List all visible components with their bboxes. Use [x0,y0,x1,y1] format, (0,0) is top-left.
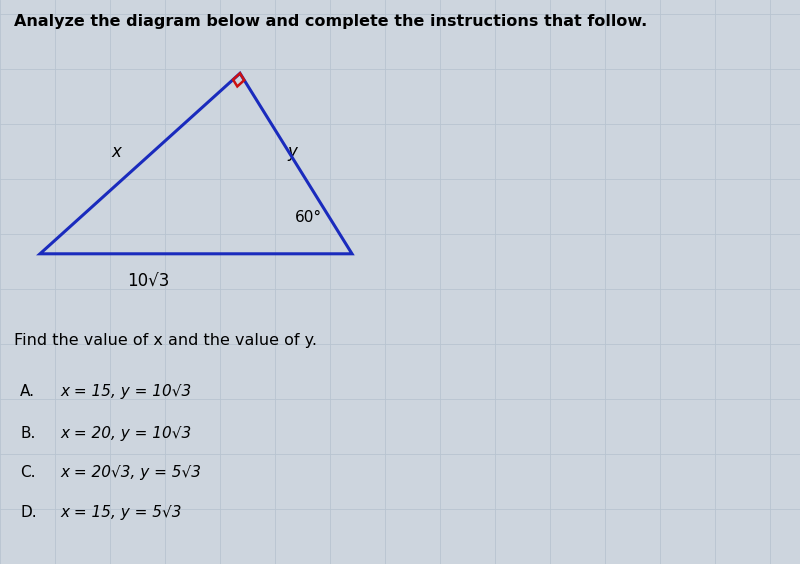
Text: A.: A. [20,384,35,399]
Text: x: x [111,143,121,161]
Text: 60°: 60° [294,210,322,224]
Text: C.: C. [20,465,35,481]
Text: x = 20, y = 10√3: x = 20, y = 10√3 [60,426,191,441]
Text: B.: B. [20,426,35,441]
Text: y: y [287,143,297,161]
Text: x = 15, y = 10√3: x = 15, y = 10√3 [60,384,191,399]
Text: D.: D. [20,505,37,520]
Text: 10√3: 10√3 [127,273,169,291]
Text: Analyze the diagram below and complete the instructions that follow.: Analyze the diagram below and complete t… [14,14,648,29]
Text: x = 20√3, y = 5√3: x = 20√3, y = 5√3 [60,465,201,481]
Text: Find the value of x and the value of y.: Find the value of x and the value of y. [14,333,318,348]
Text: x = 15, y = 5√3: x = 15, y = 5√3 [60,505,182,520]
